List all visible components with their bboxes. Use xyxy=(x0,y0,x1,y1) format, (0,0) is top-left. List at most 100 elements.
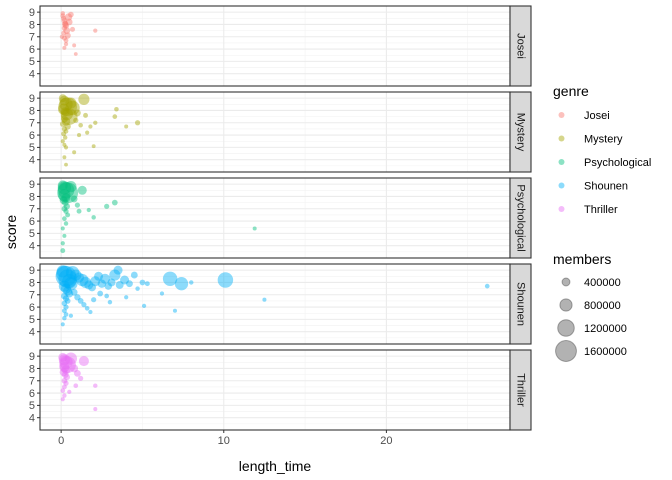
data-point xyxy=(144,281,150,287)
data-point xyxy=(61,205,68,212)
data-point xyxy=(104,282,112,290)
x-tick-label: 20 xyxy=(380,435,392,447)
facet-strip-label: Josei xyxy=(515,33,527,59)
y-tick-label: 8 xyxy=(29,19,35,31)
data-point xyxy=(63,286,73,296)
data-point xyxy=(60,397,65,402)
data-point xyxy=(60,226,65,231)
size-key-1600000: 1600000 xyxy=(555,340,627,362)
data-point xyxy=(109,269,121,281)
legend: genre Josei Mystery Psychological Shounen Th… xyxy=(553,83,651,362)
y-tick-label: 5 xyxy=(29,228,35,240)
legend-key-bg xyxy=(553,153,570,171)
y-tick-label: 5 xyxy=(29,400,35,412)
data-point xyxy=(91,144,96,149)
data-point xyxy=(60,108,73,121)
data-point xyxy=(79,276,92,289)
data-point xyxy=(70,269,82,281)
data-point xyxy=(70,195,78,203)
size-legend-title: members xyxy=(553,251,611,267)
data-point xyxy=(62,45,67,50)
panel-background xyxy=(40,350,510,430)
data-point xyxy=(78,122,83,128)
facet-strip xyxy=(509,177,532,259)
data-point xyxy=(58,97,78,117)
data-point xyxy=(60,388,66,393)
data-point xyxy=(60,322,65,327)
data-point xyxy=(93,407,98,412)
points-mystery xyxy=(58,93,141,167)
y-tick-label: 5 xyxy=(29,142,35,154)
data-point xyxy=(159,291,165,296)
data-point xyxy=(70,288,78,296)
facet-strip-label: Psychological xyxy=(515,184,527,251)
data-point xyxy=(73,383,79,389)
data-point xyxy=(60,15,67,21)
data-point xyxy=(70,26,76,32)
y-tick-label: 4 xyxy=(29,68,35,80)
data-point xyxy=(61,35,67,41)
legend-key-psychological: Psychological xyxy=(553,153,651,171)
x-axis-title: length_time xyxy=(239,458,312,474)
legend-key-thriller: Thriller xyxy=(553,200,618,218)
data-point xyxy=(65,289,74,298)
data-point xyxy=(63,27,71,35)
y-tick-label: 8 xyxy=(29,277,35,289)
data-point xyxy=(72,150,77,155)
data-point xyxy=(88,309,93,315)
legend-key-bg xyxy=(553,130,570,147)
data-point xyxy=(63,373,70,381)
size-legend-entries: 400000 800000 1200000 1600000 xyxy=(555,277,627,362)
data-point xyxy=(56,265,69,278)
y-tick-label: 9 xyxy=(29,351,35,363)
facet-strip xyxy=(509,5,532,87)
size-legend-label: 400000 xyxy=(584,277,621,289)
data-point xyxy=(70,364,79,373)
data-point xyxy=(65,181,77,193)
data-point xyxy=(162,271,178,286)
data-point xyxy=(63,380,69,386)
y-tick-label: 4 xyxy=(29,240,35,252)
data-point xyxy=(58,352,68,362)
facet-strip xyxy=(509,91,532,173)
size-legend-label: 1600000 xyxy=(584,346,627,358)
data-point xyxy=(484,283,490,289)
y-tick-label: 9 xyxy=(29,265,35,277)
data-point xyxy=(63,208,69,214)
data-point xyxy=(60,139,65,144)
y-tick-label: 4 xyxy=(29,154,35,166)
data-point xyxy=(58,189,71,202)
panel-background xyxy=(40,178,510,258)
y-tick-label: 7 xyxy=(29,32,35,44)
data-point xyxy=(85,130,90,135)
legend-key-bg xyxy=(553,200,570,218)
data-point xyxy=(120,275,130,285)
points-thriller xyxy=(58,352,98,412)
data-point xyxy=(73,117,79,123)
data-point xyxy=(68,11,74,18)
data-point xyxy=(61,371,69,379)
data-point xyxy=(81,302,87,308)
data-point xyxy=(58,269,78,289)
data-point xyxy=(61,131,67,137)
data-point xyxy=(64,298,71,304)
legend-label: Psychological xyxy=(584,157,651,169)
data-point xyxy=(73,272,85,283)
data-point xyxy=(57,181,72,195)
data-point xyxy=(78,375,84,381)
legend-key-dot xyxy=(558,135,565,142)
panel-background xyxy=(40,92,510,172)
data-point xyxy=(76,273,89,287)
legend-key-mystery: Mystery xyxy=(553,130,623,147)
data-point xyxy=(62,135,68,140)
data-point xyxy=(62,155,67,160)
y-tick-label: 5 xyxy=(29,314,35,326)
data-point xyxy=(61,308,67,314)
size-key-dot xyxy=(555,340,577,362)
data-point xyxy=(97,290,104,297)
data-point xyxy=(62,274,77,289)
legend-key-dot xyxy=(558,182,565,189)
data-point xyxy=(59,121,66,127)
